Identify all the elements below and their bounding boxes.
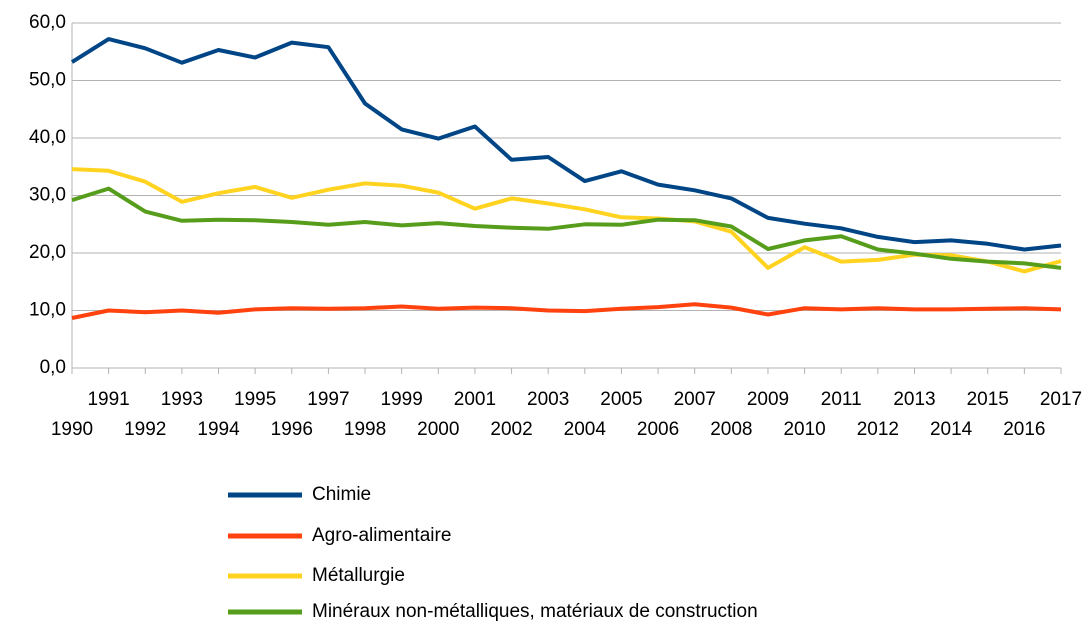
y-tick-label: 30,0 <box>29 185 66 206</box>
y-tick-label: 10,0 <box>29 300 66 321</box>
legend-label: Minéraux non-métalliques, matériaux de c… <box>312 601 758 621</box>
x-tick-label: 1995 <box>234 389 276 410</box>
x-tick-label: 2006 <box>637 419 679 440</box>
x-tick-label: 2008 <box>710 419 752 440</box>
x-tick-label: 1996 <box>271 419 313 440</box>
x-tick-label: 1994 <box>197 419 240 440</box>
series-line <box>70 37 1062 252</box>
x-tick-label: 2000 <box>417 419 459 440</box>
x-tick-label: 2003 <box>527 389 569 410</box>
y-tick-label: 60,0 <box>29 12 66 33</box>
legend-label: Métallurgie <box>312 565 405 586</box>
x-tick-label: 1992 <box>124 419 166 440</box>
y-tick-label: 50,0 <box>29 70 66 91</box>
series-line <box>71 186 1062 270</box>
x-tick-label: 2007 <box>674 389 716 410</box>
x-tick-label: 2012 <box>857 419 899 440</box>
series-line <box>71 167 1062 274</box>
y-tick-label: 20,0 <box>29 242 66 263</box>
x-tick-label: 2001 <box>454 389 496 410</box>
x-tick-label: 2005 <box>600 389 642 410</box>
legend-label: Agro-alimentaire <box>312 525 451 546</box>
x-tick-label: 2015 <box>967 389 1009 410</box>
x-tick-label: 2016 <box>1003 419 1045 440</box>
x-tick-label: 2017 <box>1040 389 1082 410</box>
series-line <box>71 302 1062 320</box>
x-tick-label: 1997 <box>307 389 349 410</box>
x-tick-label: 2011 <box>821 389 862 410</box>
x-tick-label: 1990 <box>51 419 93 440</box>
legend-label: Chimie <box>312 484 371 505</box>
x-tick-label: 2014 <box>930 419 973 440</box>
x-tick-label: 2002 <box>490 419 532 440</box>
x-tick-label: 1999 <box>381 389 423 410</box>
y-tick-label: 40,0 <box>29 127 66 148</box>
x-tick-label: 1998 <box>344 419 386 440</box>
y-tick-label: 0,0 <box>40 357 66 378</box>
x-tick-label: 2010 <box>783 419 825 440</box>
x-tick-label: 2004 <box>564 419 607 440</box>
x-tick-label: 1991 <box>87 389 129 410</box>
x-tick-label: 2009 <box>747 389 789 410</box>
x-tick-label: 1993 <box>161 389 203 410</box>
x-tick-label: 2013 <box>893 389 935 410</box>
